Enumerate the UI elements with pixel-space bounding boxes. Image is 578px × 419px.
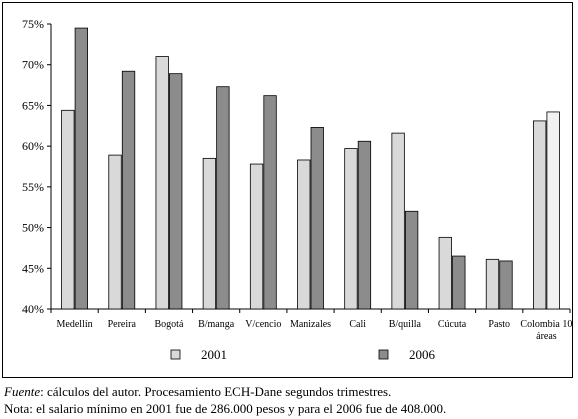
bar-2001-10 bbox=[533, 120, 547, 310]
bar-2001-1 bbox=[108, 154, 122, 310]
y-tick-label: 70% bbox=[22, 58, 44, 72]
x-category-label: Pereira bbox=[108, 319, 137, 330]
legend-swatch-2001 bbox=[170, 349, 181, 360]
legend-swatch-2006 bbox=[378, 349, 389, 360]
bar-2001-4 bbox=[249, 163, 264, 310]
legend-label-2001: 2001 bbox=[201, 347, 227, 362]
chart-frame: 40% 45% 50% 55% 60% 65% 70% 75% Medellín Pereira B… bbox=[2, 2, 573, 378]
bar-2001-8 bbox=[438, 236, 452, 310]
bar-2006-9 bbox=[499, 260, 513, 310]
x-category-label: B/quilla bbox=[389, 319, 422, 330]
y-tick-label: 40% bbox=[22, 302, 44, 316]
x-category-label: Medellín bbox=[57, 319, 93, 330]
bar-chart: 40% 45% 50% 55% 60% 65% 70% 75% Medellín Pereira B… bbox=[22, 17, 572, 362]
bar-2006-5 bbox=[310, 127, 324, 310]
x-category-label: Cali bbox=[349, 319, 366, 330]
bar-2006-4 bbox=[263, 95, 277, 310]
y-tick-label: 45% bbox=[22, 261, 44, 275]
y-tick-label: 65% bbox=[22, 98, 44, 112]
x-category-label: Cúcuta bbox=[438, 319, 467, 330]
bar-2001-9 bbox=[485, 258, 500, 310]
x-category-label: Colombia 10 bbox=[520, 319, 572, 330]
x-category-label: Manizales bbox=[290, 319, 331, 330]
source-label: Fuente bbox=[4, 384, 41, 399]
x-category-label: B/manga bbox=[198, 319, 235, 330]
bar-2001-3 bbox=[202, 157, 217, 310]
x-category-label: Pasto bbox=[488, 319, 510, 330]
source-line: Fuente: cálculos del autor. Procesamient… bbox=[4, 383, 446, 400]
x-category-label: Bogotá bbox=[155, 319, 184, 330]
bar-2006-10 bbox=[546, 111, 560, 310]
y-tick-label: 50% bbox=[22, 221, 44, 235]
bar-2001-6 bbox=[344, 148, 358, 310]
x-category-label: áreas bbox=[536, 331, 557, 342]
source-text: : cálculos del autor. Procesamiento ECH-… bbox=[40, 384, 392, 399]
y-tick-label: 55% bbox=[22, 180, 44, 194]
bar-2006-8 bbox=[452, 255, 466, 310]
bar-2006-0 bbox=[74, 27, 88, 310]
bar-2006-7 bbox=[404, 210, 419, 310]
bar-2001-5 bbox=[297, 159, 311, 310]
legend-label-2006: 2006 bbox=[409, 347, 436, 362]
chart-notes: Fuente: cálculos del autor. Procesamient… bbox=[4, 383, 446, 417]
bar-2006-3 bbox=[216, 86, 230, 310]
bar-2001-0 bbox=[61, 109, 75, 310]
y-tick-label: 75% bbox=[22, 17, 44, 31]
bar-2001-2 bbox=[155, 56, 169, 310]
y-tick-label: 60% bbox=[22, 139, 44, 153]
note-line: Nota: el salario mínimo en 2001 fue de 2… bbox=[4, 401, 447, 416]
x-category-label: V/cencio bbox=[245, 319, 281, 330]
bar-2006-2 bbox=[169, 73, 183, 310]
bar-2001-7 bbox=[391, 132, 405, 310]
bar-2006-1 bbox=[121, 70, 136, 310]
bar-2006-6 bbox=[357, 140, 372, 310]
